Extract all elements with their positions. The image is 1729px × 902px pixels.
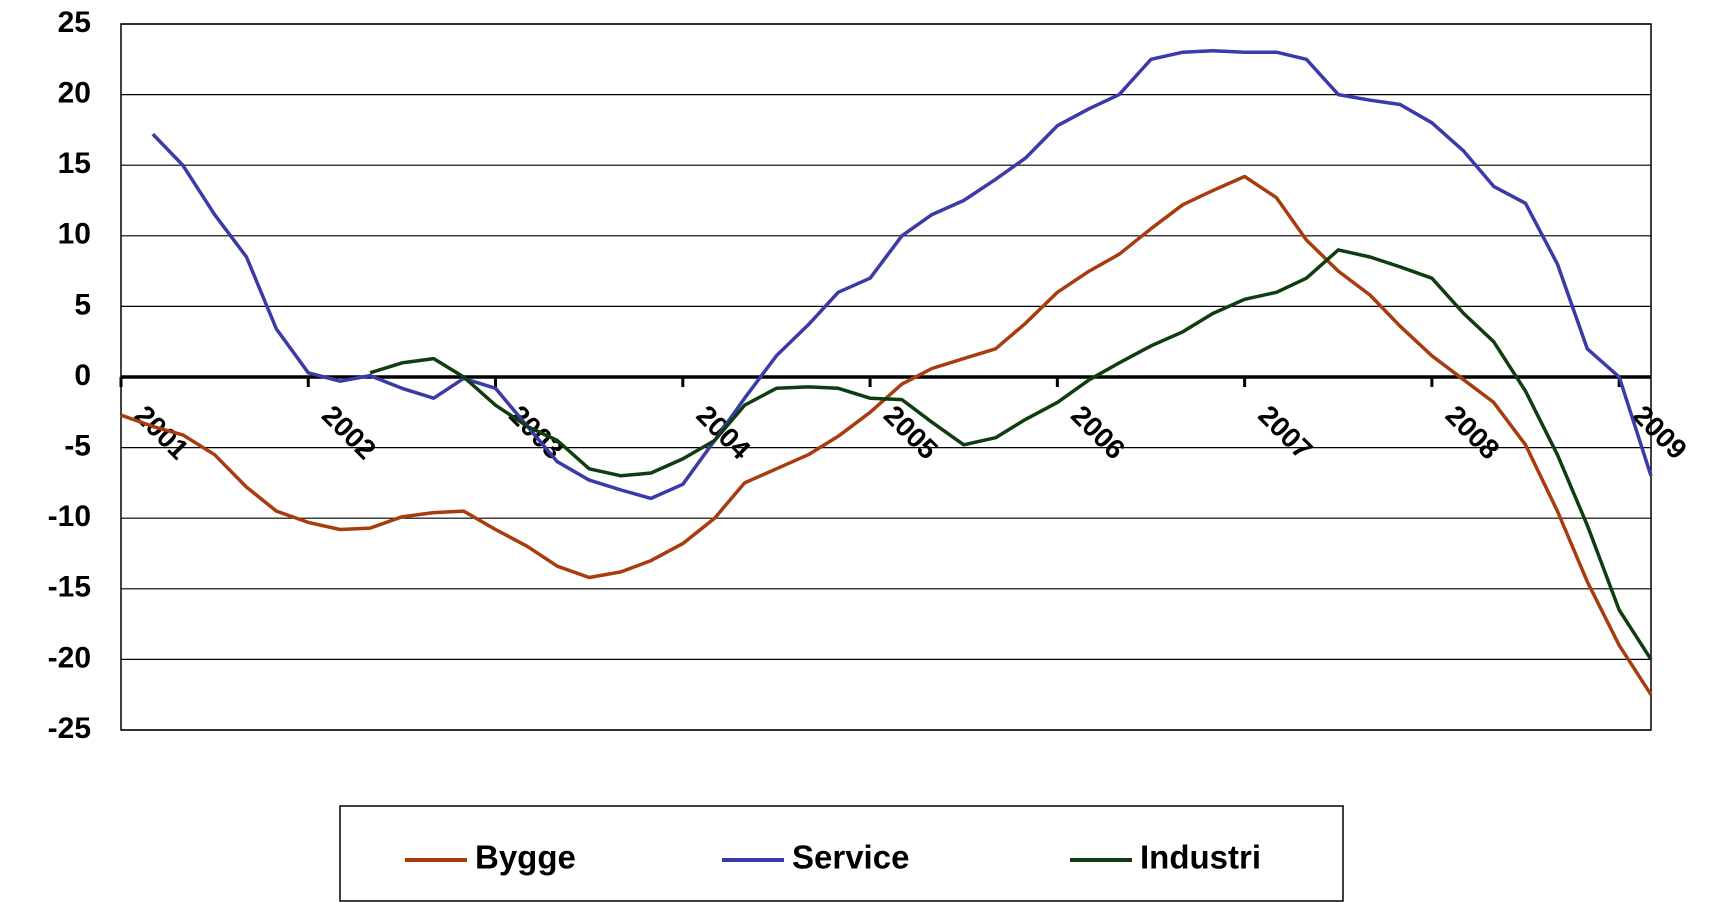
legend-box (339, 805, 1344, 902)
x-tick-label: 2005 (878, 399, 944, 465)
y-tick-label: -15 (48, 571, 91, 604)
legend-label: Industri (1140, 839, 1261, 876)
y-tick-label: 20 (58, 77, 91, 110)
y-tick-label: -10 (48, 500, 91, 533)
x-tick-label: 2007 (1252, 399, 1318, 465)
x-tick-label: 2001 (129, 399, 195, 465)
x-tick-label: 2008 (1440, 399, 1506, 465)
y-tick-label: 25 (58, 6, 91, 39)
line-series (151, 49, 1653, 501)
y-tick-label: 15 (58, 147, 91, 180)
y-tick-label: -25 (48, 712, 91, 745)
y-tick-label: -20 (48, 641, 91, 674)
y-tick-label: 10 (58, 218, 91, 251)
y-tick-label: 5 (74, 288, 91, 321)
line-series (369, 248, 1653, 661)
legend-label: Bygge (475, 839, 576, 876)
x-tick-label: 2002 (316, 399, 382, 465)
y-tick-label: 0 (74, 359, 91, 392)
x-tick-label: 2006 (1065, 399, 1131, 465)
legend-label: Service (792, 839, 909, 876)
y-tick-label: -5 (64, 430, 91, 463)
